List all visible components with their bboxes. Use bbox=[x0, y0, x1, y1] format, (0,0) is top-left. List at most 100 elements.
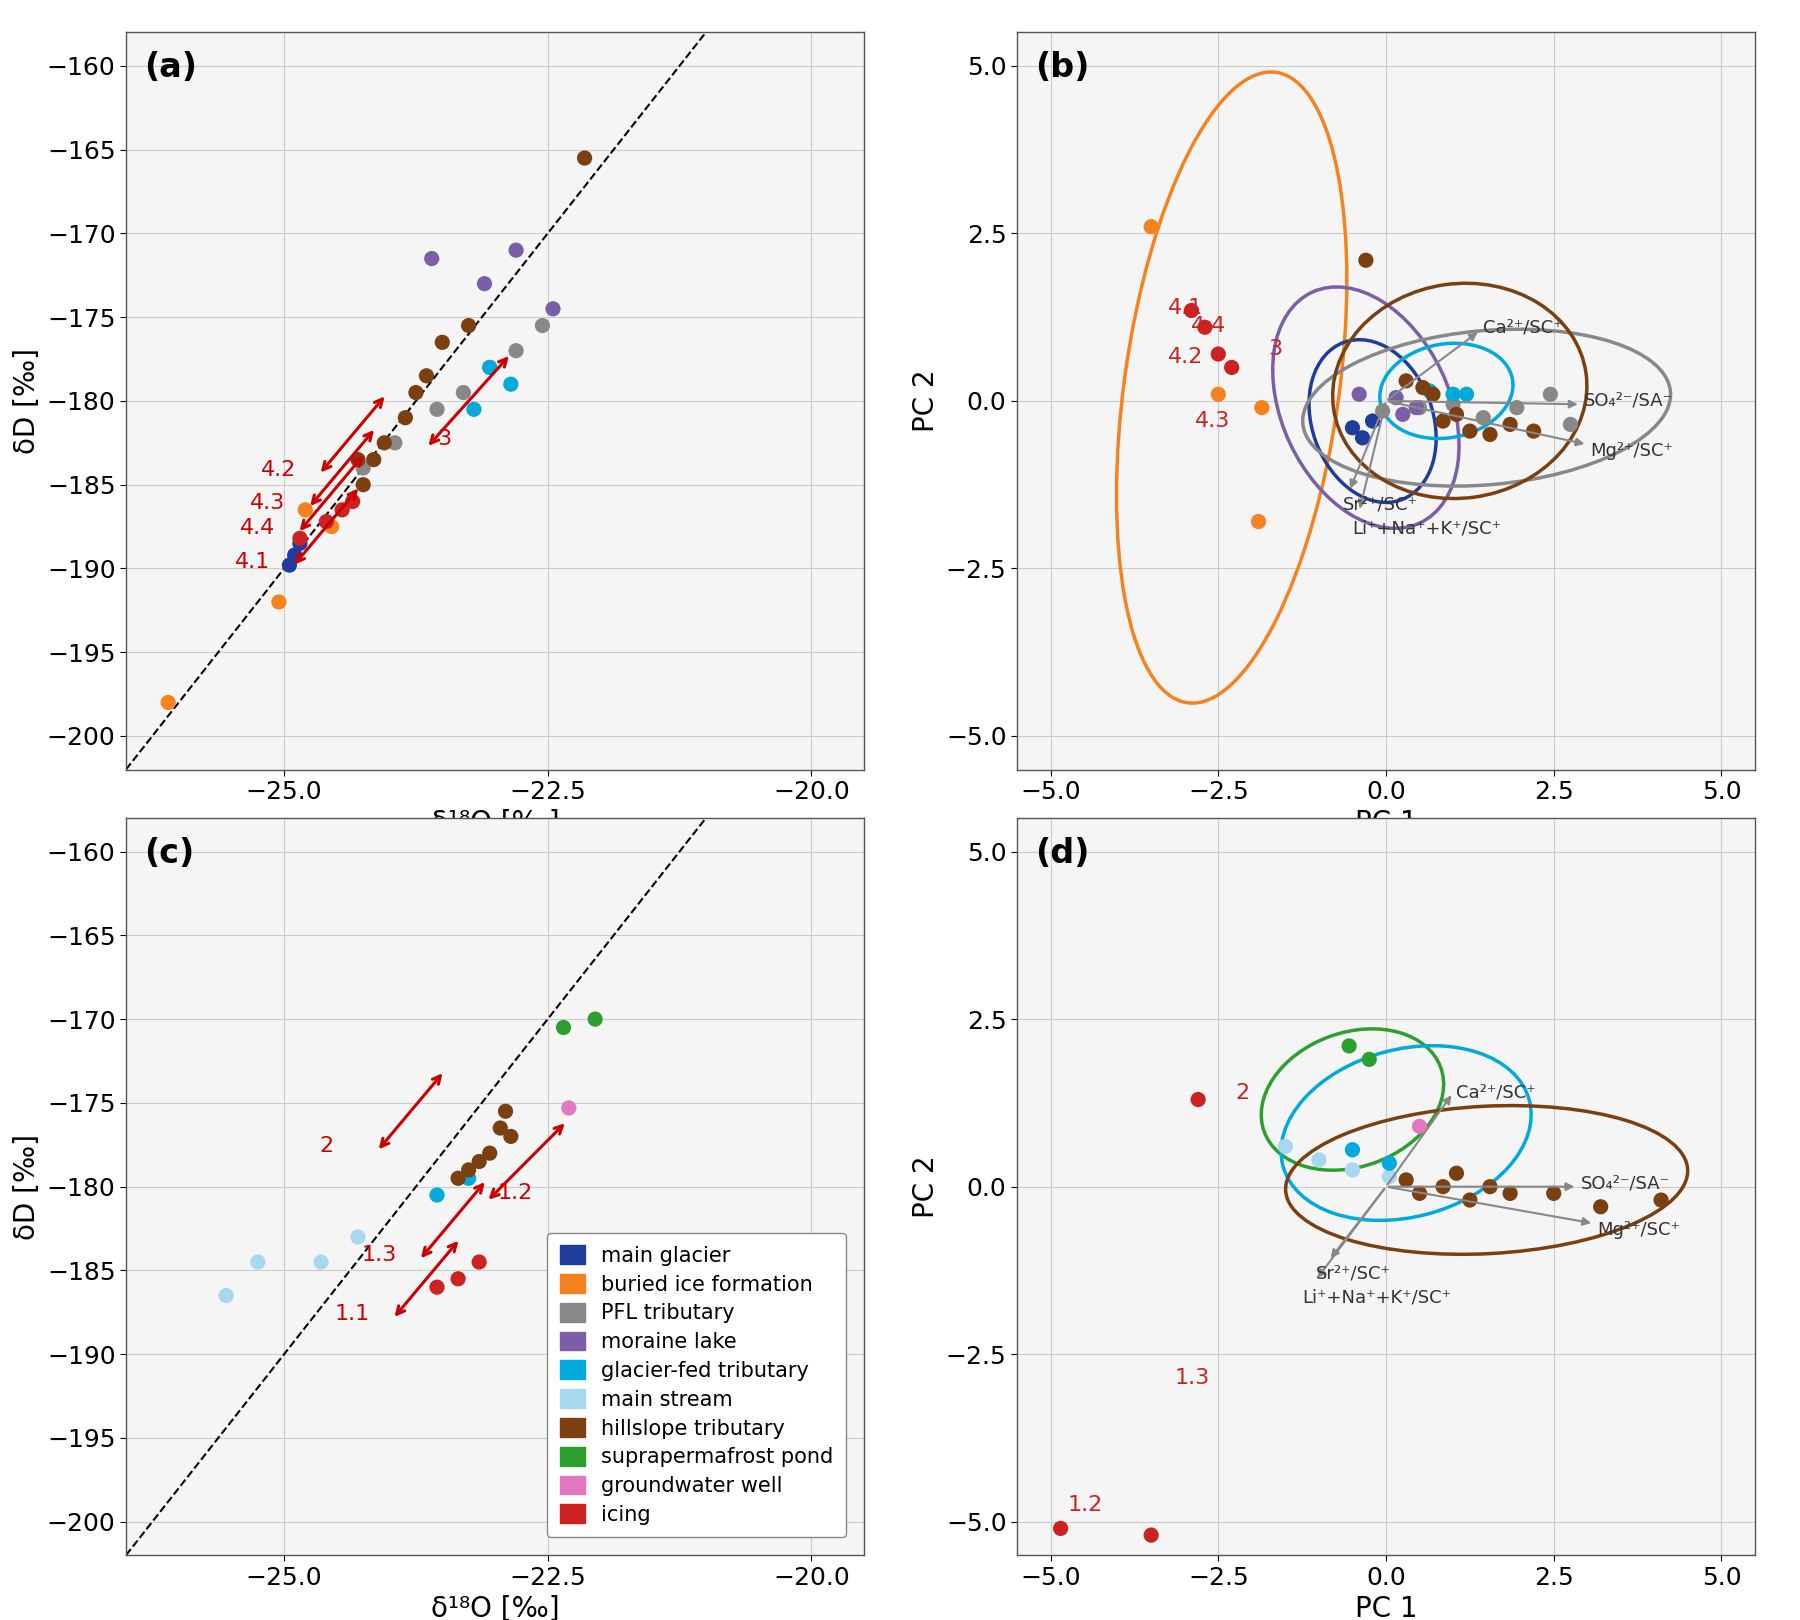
Point bbox=[1429, 1173, 1458, 1199]
Point bbox=[286, 525, 315, 551]
Text: (b): (b) bbox=[1035, 50, 1089, 84]
Text: 4.3: 4.3 bbox=[250, 492, 286, 514]
Text: Mg²⁺/SC⁺: Mg²⁺/SC⁺ bbox=[1591, 442, 1674, 460]
Text: 4.1: 4.1 bbox=[234, 552, 270, 572]
Point bbox=[1204, 342, 1233, 368]
Text: 4.4: 4.4 bbox=[1192, 316, 1226, 335]
Point bbox=[243, 1249, 272, 1275]
Point bbox=[1469, 405, 1498, 431]
Point bbox=[371, 429, 400, 455]
Point bbox=[423, 1275, 452, 1301]
Text: Li⁺+Na⁺+K⁺/SC⁺: Li⁺+Na⁺+K⁺/SC⁺ bbox=[1352, 520, 1501, 538]
Point bbox=[1375, 1163, 1404, 1189]
Point bbox=[475, 355, 504, 381]
Text: Ca²⁺/SC⁺: Ca²⁺/SC⁺ bbox=[1456, 1084, 1535, 1102]
Point bbox=[1586, 1194, 1615, 1220]
Point bbox=[1247, 395, 1276, 421]
Point bbox=[1348, 424, 1377, 450]
Point bbox=[1647, 1187, 1676, 1213]
X-axis label: δ¹⁸O [‰]: δ¹⁸O [‰] bbox=[430, 810, 560, 838]
Text: 4.1: 4.1 bbox=[1168, 298, 1202, 319]
Point bbox=[538, 296, 567, 322]
Point bbox=[311, 509, 340, 535]
X-axis label: PC 1: PC 1 bbox=[1355, 1596, 1417, 1620]
Point bbox=[1271, 1134, 1300, 1160]
Point bbox=[349, 471, 378, 497]
Point bbox=[443, 1265, 472, 1291]
Y-axis label: PC 2: PC 2 bbox=[913, 1155, 940, 1218]
Point bbox=[349, 455, 378, 481]
Point bbox=[1388, 402, 1417, 428]
Point bbox=[1305, 1147, 1334, 1173]
Point bbox=[491, 1098, 520, 1124]
Text: (c): (c) bbox=[144, 836, 194, 870]
Point bbox=[380, 429, 409, 455]
Point bbox=[391, 405, 419, 431]
Point bbox=[1438, 392, 1467, 418]
X-axis label: PC 1: PC 1 bbox=[1355, 810, 1417, 838]
Point bbox=[428, 329, 457, 355]
Text: (d): (d) bbox=[1035, 836, 1089, 870]
Point bbox=[360, 447, 389, 473]
Text: Sr²⁺/SC⁺: Sr²⁺/SC⁺ bbox=[1316, 1265, 1390, 1283]
Point bbox=[1415, 377, 1444, 403]
Point bbox=[1456, 1187, 1485, 1213]
Legend: main glacier, buried ice formation, PFL tributary, moraine lake, glacier-fed tri: main glacier, buried ice formation, PFL … bbox=[547, 1233, 846, 1537]
Text: 3: 3 bbox=[437, 429, 452, 449]
Point bbox=[1438, 381, 1467, 407]
Text: Li⁺+Na⁺+K⁺/SC⁺: Li⁺+Na⁺+K⁺/SC⁺ bbox=[1301, 1288, 1451, 1306]
Point bbox=[275, 552, 304, 578]
Point bbox=[1359, 408, 1388, 434]
Text: 3: 3 bbox=[1269, 339, 1283, 358]
Point bbox=[527, 313, 556, 339]
Point bbox=[1476, 421, 1505, 447]
Text: 2: 2 bbox=[1235, 1082, 1249, 1103]
Point bbox=[571, 146, 599, 172]
Point bbox=[1375, 1150, 1404, 1176]
Y-axis label: δD [‰]: δD [‰] bbox=[13, 348, 41, 454]
Text: 1.2: 1.2 bbox=[1067, 1495, 1103, 1515]
Point bbox=[1046, 1515, 1075, 1541]
Point bbox=[344, 447, 373, 473]
Point bbox=[292, 497, 320, 523]
Point bbox=[486, 1115, 515, 1140]
Y-axis label: δD [‰]: δD [‰] bbox=[13, 1134, 41, 1239]
Point bbox=[317, 514, 346, 539]
Point bbox=[212, 1283, 241, 1309]
Point bbox=[265, 590, 293, 616]
Point bbox=[1418, 381, 1447, 407]
Point bbox=[475, 355, 504, 381]
Point bbox=[1429, 408, 1458, 434]
Point bbox=[1442, 1160, 1471, 1186]
Point bbox=[1406, 395, 1435, 421]
Point bbox=[1519, 418, 1548, 444]
Point bbox=[443, 1165, 472, 1191]
Point bbox=[1408, 374, 1436, 400]
Point bbox=[423, 397, 452, 423]
Point bbox=[1352, 248, 1381, 274]
Point bbox=[454, 313, 482, 339]
Point bbox=[502, 237, 531, 262]
Point bbox=[1337, 1137, 1366, 1163]
Point bbox=[344, 1225, 373, 1251]
Text: Sr²⁺/SC⁺: Sr²⁺/SC⁺ bbox=[1343, 496, 1417, 514]
Point bbox=[464, 1149, 493, 1174]
Text: 1.3: 1.3 bbox=[362, 1246, 396, 1265]
Point bbox=[338, 489, 367, 515]
Point bbox=[1391, 1166, 1420, 1192]
Text: 1.1: 1.1 bbox=[335, 1304, 371, 1324]
Text: (a): (a) bbox=[144, 50, 198, 84]
Point bbox=[306, 1249, 335, 1275]
Point bbox=[497, 371, 526, 397]
Point bbox=[1138, 1523, 1166, 1549]
Point bbox=[1337, 415, 1366, 441]
Point bbox=[1496, 411, 1525, 437]
Point bbox=[423, 1183, 452, 1209]
Point bbox=[1503, 395, 1532, 421]
Point bbox=[1391, 368, 1420, 394]
Point bbox=[448, 379, 477, 405]
Point bbox=[153, 690, 182, 716]
Point bbox=[464, 1249, 493, 1275]
Point bbox=[475, 1140, 504, 1166]
Point bbox=[1184, 1087, 1213, 1113]
